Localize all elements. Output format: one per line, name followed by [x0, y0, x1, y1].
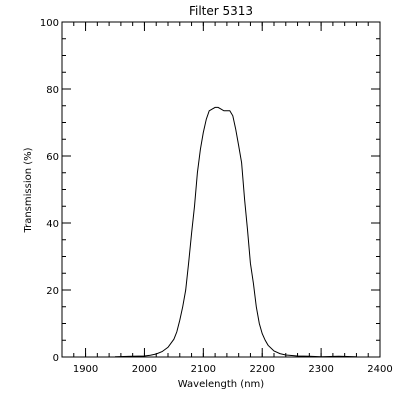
y-tick-label: 40	[46, 219, 59, 230]
x-tick-label: 2100	[191, 364, 216, 375]
transmission-curve	[114, 106, 357, 358]
y-tick-label: 80	[46, 85, 59, 96]
y-tick-label: 0	[53, 353, 59, 364]
y-tick-label: 100	[40, 18, 59, 29]
axis-ticks	[61, 21, 381, 358]
x-tick-label: 1900	[73, 364, 98, 375]
y-axis-label: Transmission (%)	[23, 147, 34, 233]
y-tick-label: 20	[46, 286, 59, 297]
x-axis-label: Wavelength (nm)	[178, 379, 264, 390]
x-tick-label: 2000	[132, 364, 157, 375]
x-tick-label: 2300	[308, 364, 333, 375]
x-tick-label: 2200	[249, 364, 274, 375]
series-group	[114, 106, 357, 358]
y-tick-label: 60	[46, 152, 59, 163]
x-tick-label: 2400	[367, 364, 392, 375]
chart-title: Filter 5313	[189, 4, 253, 18]
tick-labels: 1900 2000 2100 2200 2300 2400 0 20 40 60 80 100	[40, 18, 393, 375]
plot-frame	[61, 21, 381, 358]
